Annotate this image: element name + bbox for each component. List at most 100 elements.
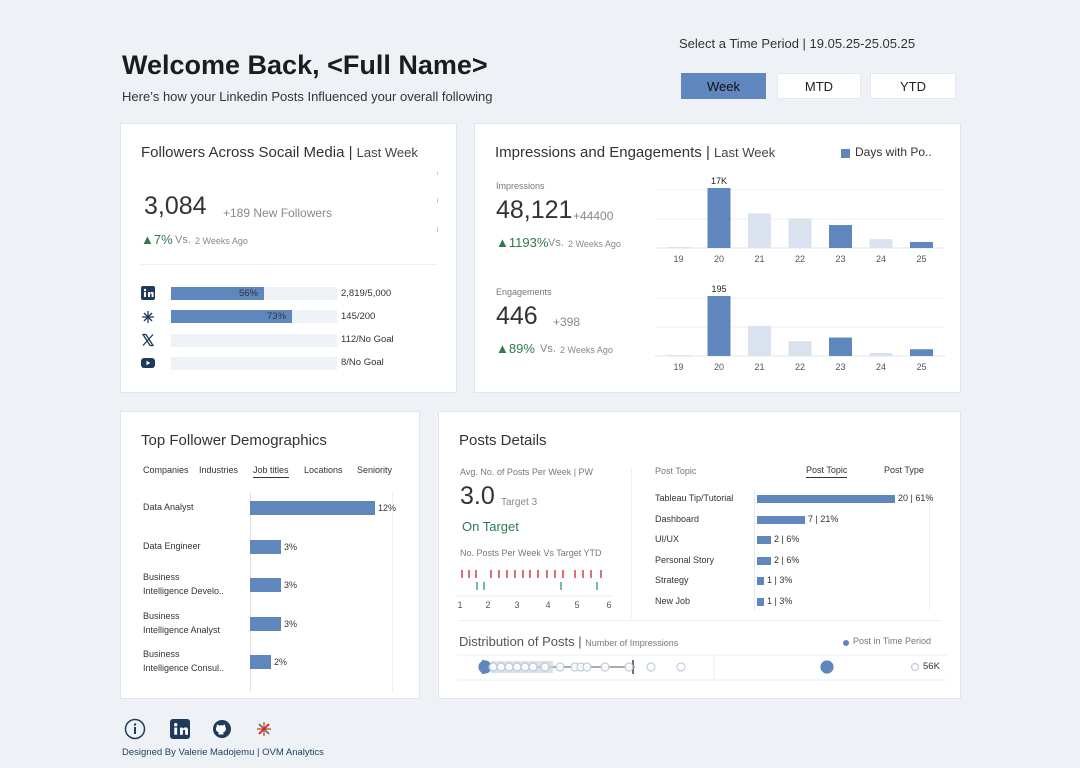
linkedin-icon[interactable] <box>170 719 190 739</box>
github-icon[interactable] <box>212 719 232 739</box>
bar-25[interactable] <box>910 349 933 356</box>
post-dot[interactable] <box>624 662 634 672</box>
divider <box>141 264 437 265</box>
topic-bar[interactable] <box>757 577 764 586</box>
bar-24[interactable] <box>869 352 893 356</box>
channel-bar-track <box>171 334 337 347</box>
post-dot[interactable] <box>646 662 656 672</box>
channel-value: 145/200 <box>341 311 376 322</box>
distribution-title: Distribution of Posts | Number of Impres… <box>459 634 679 649</box>
tab-post-topic[interactable]: Post Topic <box>806 465 848 478</box>
legend-dot <box>843 640 849 646</box>
impressions-delta: +44400 <box>573 209 614 223</box>
post-dot[interactable] <box>820 660 834 674</box>
bar-21[interactable] <box>748 325 771 356</box>
tab-industries[interactable]: Industries <box>199 465 239 475</box>
followers-card: Followers Across Socail Media | Last Wee… <box>120 123 457 393</box>
topic-label: Dashboard <box>655 513 700 524</box>
mtd-button[interactable]: MTD <box>777 73 861 99</box>
engagements-label: Engagements <box>496 287 552 297</box>
bar-20[interactable] <box>707 296 731 356</box>
tab-post-type[interactable]: Post Type <box>884 465 924 475</box>
tableau-icon[interactable] <box>255 720 273 738</box>
demographic-label: Data Analyst <box>143 502 194 512</box>
info-icon[interactable] <box>124 718 146 740</box>
topic-label: Strategy <box>655 575 689 586</box>
tick-label: 23 <box>835 362 845 372</box>
tick-label: 22 <box>795 362 805 372</box>
impressions-card: Impressions and Engagements | Last Week … <box>474 123 961 393</box>
post-dot[interactable] <box>540 662 550 672</box>
topic-bar[interactable] <box>757 495 895 503</box>
post-dot[interactable] <box>504 662 514 672</box>
topic-value: 20 | 61% <box>898 493 934 503</box>
tab-companies[interactable]: Companies <box>143 465 189 475</box>
distribution-max: 56K <box>923 661 940 672</box>
tab-locations[interactable]: Locations <box>304 465 343 475</box>
post-dot[interactable] <box>496 662 506 672</box>
bar-23[interactable] <box>829 225 852 248</box>
bar-22[interactable] <box>788 218 812 248</box>
demographics-title: Top Follower Demographics <box>141 432 327 449</box>
followers-vs-period: 2 Weeks Ago <box>195 236 248 246</box>
topic-header: Post Topic <box>655 466 697 476</box>
week-button[interactable]: Week <box>681 73 766 99</box>
tick-label: 19 <box>673 254 683 264</box>
channel-value: 2,819/5,000 <box>341 288 392 299</box>
distribution-strip-plot <box>457 654 947 681</box>
scroll-mark <box>437 172 438 175</box>
demographic-bar[interactable] <box>250 655 271 669</box>
post-dot[interactable] <box>582 662 592 672</box>
followers-total: 3,084 <box>144 192 207 220</box>
topic-axis <box>754 490 755 610</box>
post-dot[interactable] <box>555 662 565 672</box>
post-dot[interactable] <box>512 662 522 672</box>
bar-20[interactable] <box>707 188 731 248</box>
impressions-vs-period: 2 Weeks Ago <box>568 239 621 249</box>
engagements-delta: +398 <box>553 315 581 329</box>
tab-seniority[interactable]: Seniority <box>357 465 393 475</box>
demographic-bar[interactable] <box>250 539 281 554</box>
topic-bar[interactable] <box>757 598 764 606</box>
ytd-button[interactable]: YTD <box>870 73 956 99</box>
engagements-bar-chart: 19 20 195 21 22 23 24 25 <box>655 284 945 372</box>
bar-19[interactable] <box>667 355 690 356</box>
post-dot[interactable] <box>488 662 498 672</box>
topic-bar[interactable] <box>757 515 805 524</box>
scroll-mark <box>437 198 438 203</box>
topic-bar[interactable] <box>757 536 771 545</box>
avg-posts-label: Avg. No. of Posts Per Week | PW <box>460 467 594 477</box>
demographic-label: Data Engineer <box>143 540 201 551</box>
bar-19[interactable] <box>667 247 690 248</box>
bar-21[interactable] <box>748 213 771 248</box>
demographic-bar[interactable] <box>250 578 281 592</box>
topic-label: UI/UX <box>655 534 680 545</box>
topic-label: Personal Story <box>655 554 715 565</box>
demographic-value: 12% <box>378 503 397 513</box>
posts-status: On Target <box>462 519 519 534</box>
demographic-bar[interactable] <box>250 501 375 515</box>
demographic-value: 2% <box>274 657 288 667</box>
engagements-value: 446 <box>496 302 538 330</box>
bar-25[interactable] <box>910 242 933 248</box>
post-dot[interactable] <box>910 662 920 672</box>
bar-24[interactable] <box>869 239 893 248</box>
tick-label: 1 <box>457 600 462 610</box>
bar-22[interactable] <box>788 341 812 356</box>
time-period-label: Select a Time Period | 19.05.25-25.05.25 <box>679 36 916 51</box>
tick-label: 20 <box>714 362 724 372</box>
legend-swatch <box>841 149 850 158</box>
post-dot[interactable] <box>600 662 610 672</box>
demographic-bar[interactable] <box>250 616 281 631</box>
impressions-title: Impressions and Engagements | Last Week <box>495 144 776 161</box>
tick-label: 24 <box>876 254 886 264</box>
topic-bar[interactable] <box>757 556 771 565</box>
topic-value: 2 | 6% <box>774 554 800 565</box>
tab-job-titles[interactable]: Job titles <box>253 465 289 478</box>
post-dot[interactable] <box>676 662 686 672</box>
demographic-label: Business <box>143 610 180 621</box>
post-dot[interactable] <box>528 662 538 672</box>
bar-23[interactable] <box>829 337 852 356</box>
post-dot[interactable] <box>520 662 530 672</box>
tick-label: 2 <box>485 600 490 610</box>
